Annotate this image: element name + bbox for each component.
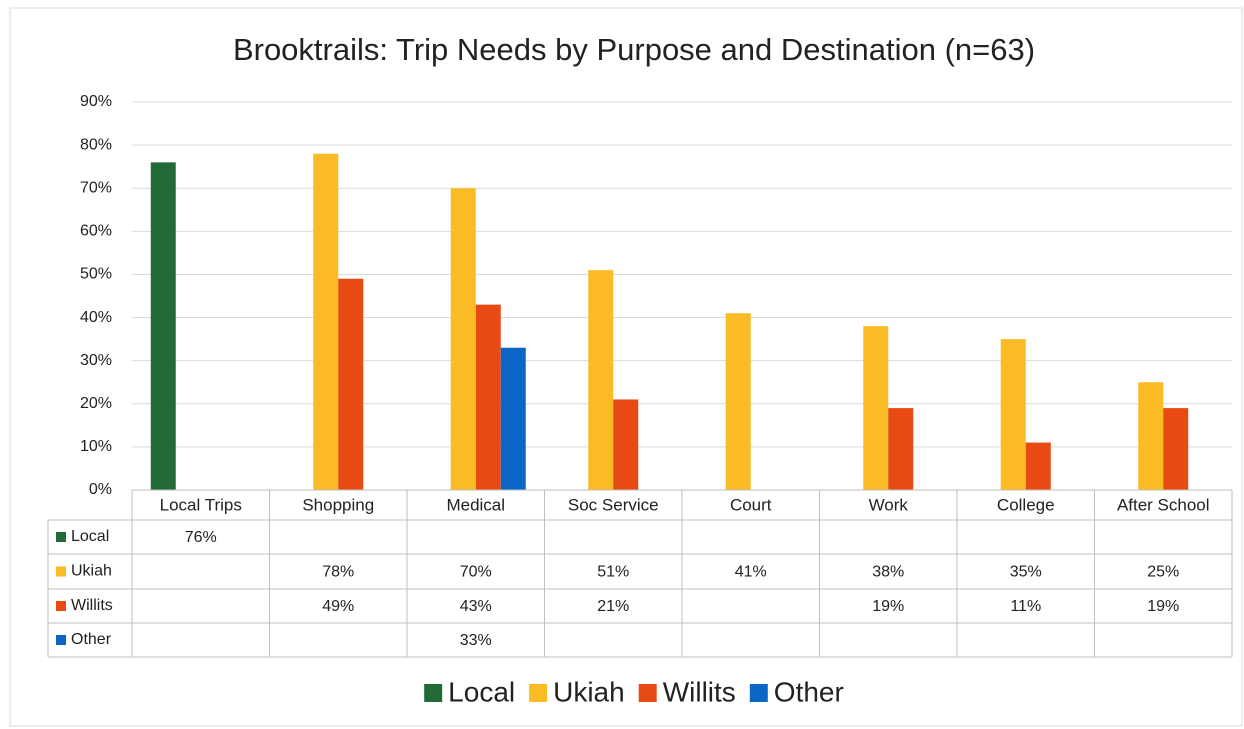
table-legend-key — [56, 601, 66, 611]
data-label: 76% — [185, 529, 217, 546]
bar — [1138, 382, 1164, 490]
bar — [500, 347, 526, 490]
data-label: 70% — [460, 564, 492, 581]
legend-key — [529, 684, 548, 702]
data-label: 19% — [1147, 598, 1179, 615]
y-tick-label: 10% — [80, 438, 112, 455]
bar — [475, 304, 501, 490]
table-row-label: Local — [71, 528, 109, 545]
data-label: 51% — [597, 564, 629, 581]
data-label: 43% — [460, 598, 492, 615]
chart-border — [9, 7, 1243, 727]
table-legend-key — [56, 566, 66, 577]
y-tick-label: 20% — [80, 395, 112, 412]
bar — [613, 399, 639, 490]
bar — [150, 162, 176, 490]
y-tick-label: 90% — [80, 93, 112, 110]
x-tick-label: Soc Service — [568, 495, 659, 514]
bar — [313, 153, 339, 490]
data-label: 25% — [1147, 564, 1179, 581]
legend-key — [749, 684, 768, 702]
bar — [1000, 339, 1026, 490]
y-tick-label: 80% — [80, 136, 112, 153]
y-tick-label: 50% — [80, 266, 112, 283]
legend-key — [638, 684, 657, 702]
table-legend-key — [56, 532, 66, 542]
y-tick-label: 30% — [80, 352, 112, 369]
bar — [588, 270, 614, 490]
y-tick-label: 40% — [80, 309, 112, 326]
table-row-label: Other — [71, 631, 112, 648]
data-label: 21% — [597, 598, 629, 615]
data-label: 11% — [1010, 598, 1041, 615]
bar — [888, 408, 914, 490]
y-tick-label: 70% — [80, 179, 112, 196]
table-legend-key — [56, 635, 66, 645]
table-row-label: Willits — [71, 597, 113, 614]
data-label: 33% — [460, 632, 492, 649]
x-tick-label: After School — [1117, 495, 1210, 514]
legend-label: Ukiah — [553, 676, 625, 707]
data-label: 41% — [735, 564, 767, 581]
chart-title: Brooktrails: Trip Needs by Purpose and D… — [233, 32, 1035, 67]
x-tick-label: Work — [869, 495, 909, 514]
legend-label: Local — [448, 676, 515, 707]
data-label: 78% — [322, 564, 354, 581]
bar — [1163, 408, 1189, 490]
x-tick-label: Local Trips — [160, 495, 242, 514]
bar — [725, 313, 751, 490]
y-tick-label: 0% — [89, 481, 112, 498]
legend-label: Other — [774, 676, 844, 707]
table-row-label: Ukiah — [71, 563, 112, 580]
bar — [1025, 442, 1051, 490]
bar — [863, 326, 889, 490]
x-tick-label: Shopping — [302, 495, 374, 514]
x-tick-label: College — [997, 495, 1055, 514]
data-label: 35% — [1010, 564, 1042, 581]
x-tick-label: Court — [730, 495, 772, 514]
data-label: 49% — [322, 598, 354, 615]
legend-key — [424, 684, 443, 702]
x-tick-label: Medical — [446, 495, 505, 514]
bar — [450, 188, 476, 490]
legend-label: Willits — [663, 676, 736, 707]
y-tick-label: 60% — [80, 223, 112, 240]
bar — [338, 278, 364, 490]
data-label: 19% — [872, 598, 904, 615]
data-label: 38% — [872, 564, 904, 581]
